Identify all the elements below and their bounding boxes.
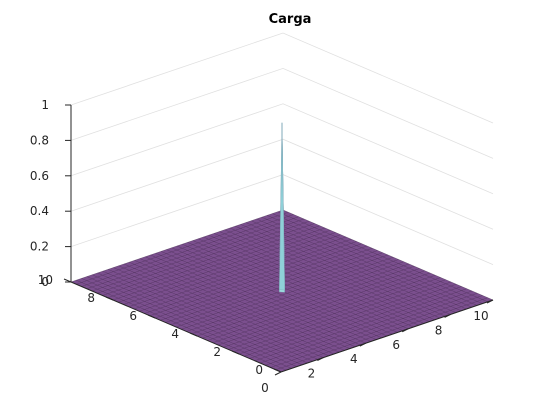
mesh-line [214, 233, 425, 324]
mesh-line [102, 223, 315, 296]
mesh-line [277, 211, 488, 303]
mesh-line [139, 239, 352, 312]
grid-line [70, 138, 494, 230]
y-tick [231, 350, 240, 355]
mesh-line [251, 220, 462, 312]
x-tick [401, 328, 409, 333]
x-axis-line [280, 299, 494, 373]
mesh-line [229, 227, 441, 319]
y-tick [189, 332, 198, 337]
mesh-line [86, 216, 299, 289]
x-tick [486, 299, 494, 304]
y-tick-label: 4 [171, 327, 179, 341]
mesh-line [70, 209, 284, 283]
y-tick [273, 368, 282, 373]
x-tick-label: 0 [261, 381, 269, 395]
grid-line [70, 32, 494, 124]
z-tick-label: 0.2 [30, 240, 49, 254]
mesh-line [112, 227, 326, 301]
mesh-line [160, 248, 373, 321]
z-tick-label: 0 [41, 275, 49, 289]
y-tick [63, 278, 72, 283]
mesh-line [165, 250, 378, 323]
chart-title: Carga [269, 12, 312, 27]
x-tick [444, 313, 451, 318]
mesh-line [240, 224, 451, 315]
mesh-line [133, 236, 347, 310]
mesh-line [208, 234, 419, 326]
mesh-line [76, 212, 289, 285]
mesh-line [192, 240, 403, 331]
x-tick-label: 10 [473, 309, 488, 323]
mesh-line [123, 232, 336, 305]
mesh-line [198, 238, 409, 330]
mesh-line [182, 243, 393, 335]
y-tick-label: 2 [213, 345, 221, 359]
peak-face [279, 122, 285, 291]
y-tick-label: 6 [129, 309, 137, 323]
y-tick-label: 10 [38, 273, 53, 287]
x-tick-label: 2 [308, 367, 316, 381]
x-tick [359, 342, 367, 347]
mesh-line [203, 236, 414, 328]
y-tick-label: 8 [87, 291, 95, 305]
mesh-line [282, 209, 494, 301]
z-tick-label: 0.8 [30, 133, 49, 147]
mesh-line [187, 242, 398, 333]
mesh-line [97, 221, 310, 294]
mesh-line [144, 241, 357, 314]
mesh-line [267, 215, 478, 306]
x-tick [274, 371, 282, 376]
x-tick-label: 8 [435, 323, 443, 337]
x-tick-label: 4 [350, 352, 358, 366]
mesh-line [170, 252, 383, 325]
grid-line [70, 67, 494, 159]
mesh-line [235, 225, 446, 317]
mesh-line [81, 214, 294, 287]
y-tick-label: 0 [255, 363, 263, 377]
y-tick [105, 296, 114, 301]
mesh-line [149, 243, 362, 316]
mesh-line [272, 213, 483, 304]
mesh-line [91, 218, 305, 292]
x-tick-label: 6 [392, 338, 400, 352]
mesh-line [256, 218, 467, 310]
peak-spike [279, 122, 285, 293]
z-tick-label: 0.6 [30, 169, 49, 183]
grid-line [70, 103, 494, 195]
y-tick [147, 314, 156, 319]
mesh-line [107, 225, 320, 298]
x-tick [317, 357, 324, 362]
z-tick-label: 1 [41, 98, 49, 112]
mesh-line [261, 216, 472, 308]
mesh-line [219, 231, 430, 322]
mesh-line [154, 245, 368, 319]
mesh-line [128, 234, 341, 307]
mesh-line [224, 229, 435, 321]
mesh-line [118, 230, 331, 303]
z-tick-label: 0.4 [30, 204, 49, 218]
